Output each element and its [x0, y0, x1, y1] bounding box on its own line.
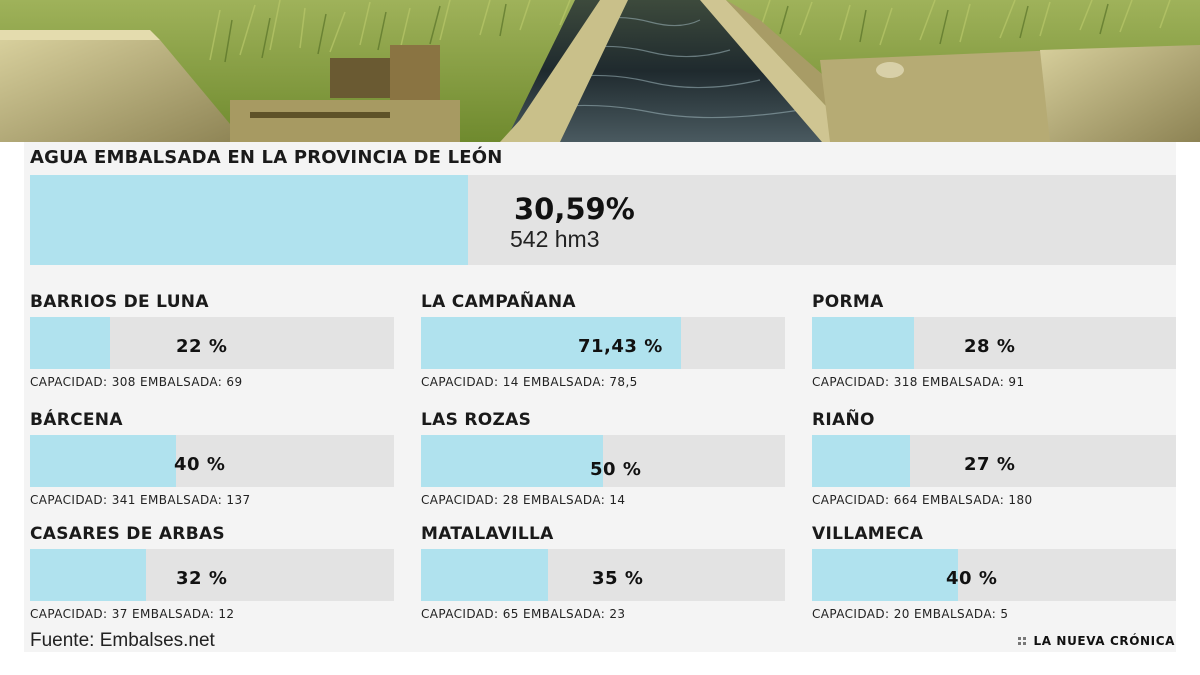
- reservoir-item: PORMA 28 % CAPACIDAD: 318 EMBALSADA: 91: [812, 292, 1176, 392]
- reservoir-bar: 27 %: [812, 435, 1176, 487]
- reservoir-bar-fill: [421, 549, 549, 601]
- reservoir-percent: 35 %: [592, 568, 644, 589]
- reservoir-bar-fill: [421, 317, 681, 369]
- reservoir-percent: 27 %: [964, 454, 1016, 475]
- reservoir-item: LAS ROZAS 50 % CAPACIDAD: 28 EMBALSADA: …: [421, 410, 785, 510]
- reservoir-bar: 50 %: [421, 435, 785, 487]
- total-percent: 30,59%: [514, 192, 635, 226]
- reservoir-capacity: CAPACIDAD: 37 EMBALSADA: 12: [30, 607, 235, 621]
- reservoir-bar-fill: [30, 549, 147, 601]
- reservoir-bar: 32 %: [30, 549, 394, 601]
- reservoir-capacity: CAPACIDAD: 341 EMBALSADA: 137: [30, 493, 251, 507]
- reservoir-bar: 35 %: [421, 549, 785, 601]
- reservoir-bar: 28 %: [812, 317, 1176, 369]
- reservoir-percent: 50 %: [590, 459, 642, 480]
- total-bar: [30, 175, 1176, 265]
- reservoir-percent: 22 %: [176, 336, 228, 357]
- source-note: Fuente: Embalses.net: [30, 630, 215, 651]
- reservoir-capacity: CAPACIDAD: 318 EMBALSADA: 91: [812, 375, 1025, 389]
- reservoir-capacity: CAPACIDAD: 664 EMBALSADA: 180: [812, 493, 1033, 507]
- reservoir-capacity: CAPACIDAD: 308 EMBALSADA: 69: [30, 375, 243, 389]
- reservoir-bar-fill: [30, 317, 111, 369]
- reservoir-item: BÁRCENA 40 % CAPACIDAD: 341 EMBALSADA: 1…: [30, 410, 394, 510]
- reservoir-name: MATALAVILLA: [421, 524, 554, 544]
- brand-name: LA NUEVA CRÓNICA: [1033, 634, 1175, 648]
- reservoir-percent: 40 %: [946, 568, 998, 589]
- reservoir-capacity: CAPACIDAD: 20 EMBALSADA: 5: [812, 607, 1009, 621]
- reservoir-name: BÁRCENA: [30, 410, 123, 430]
- reservoir-percent: 32 %: [176, 568, 228, 589]
- main-title: AGUA EMBALSADA EN LA PROVINCIA DE LEÓN: [30, 147, 503, 168]
- reservoir-capacity: CAPACIDAD: 14 EMBALSADA: 78,5: [421, 375, 638, 389]
- reservoir-capacity: CAPACIDAD: 28 EMBALSADA: 14: [421, 493, 626, 507]
- reservoir-name: PORMA: [812, 292, 884, 312]
- reservoir-percent: 28 %: [964, 336, 1016, 357]
- reservoir-bar-fill: [421, 435, 603, 487]
- reservoir-bar: 22 %: [30, 317, 394, 369]
- reservoir-name: BARRIOS DE LUNA: [30, 292, 209, 312]
- reservoir-bar: 71,43 %: [421, 317, 785, 369]
- reservoir-bar: 40 %: [812, 549, 1176, 601]
- header-photo: [0, 0, 1200, 142]
- reservoir-percent: 40 %: [174, 454, 226, 475]
- brand-dots-icon: [1017, 637, 1026, 645]
- reservoir-item: MATALAVILLA 35 % CAPACIDAD: 65 EMBALSADA…: [421, 524, 785, 624]
- reservoir-bar-fill: [30, 435, 176, 487]
- reservoir-name: LA CAMPAÑANA: [421, 292, 576, 312]
- reservoir-item: BARRIOS DE LUNA 22 % CAPACIDAD: 308 EMBA…: [30, 292, 394, 392]
- reservoir-name: VILLAMECA: [812, 524, 924, 544]
- reservoir-item: RIAÑO 27 % CAPACIDAD: 664 EMBALSADA: 180: [812, 410, 1176, 510]
- reservoir-name: LAS ROZAS: [421, 410, 532, 430]
- reservoir-item: CASARES DE ARBAS 32 % CAPACIDAD: 37 EMBA…: [30, 524, 394, 624]
- reservoir-item: VILLAMECA 40 % CAPACIDAD: 20 EMBALSADA: …: [812, 524, 1176, 624]
- reservoir-percent: 71,43 %: [578, 336, 663, 357]
- reservoir-bar-fill: [812, 317, 914, 369]
- brand-logo: LA NUEVA CRÓNICA: [1017, 634, 1175, 648]
- reservoir-item: LA CAMPAÑANA 71,43 % CAPACIDAD: 14 EMBAL…: [421, 292, 785, 392]
- reservoir-bar-fill: [812, 549, 958, 601]
- reservoir-name: RIAÑO: [812, 410, 875, 430]
- reservoir-capacity: CAPACIDAD: 65 EMBALSADA: 23: [421, 607, 626, 621]
- reservoir-name: CASARES DE ARBAS: [30, 524, 225, 544]
- reservoir-bar: 40 %: [30, 435, 394, 487]
- total-volume: 542 hm3: [510, 226, 600, 252]
- total-bar-fill: [30, 175, 469, 265]
- reservoir-bar-fill: [812, 435, 911, 487]
